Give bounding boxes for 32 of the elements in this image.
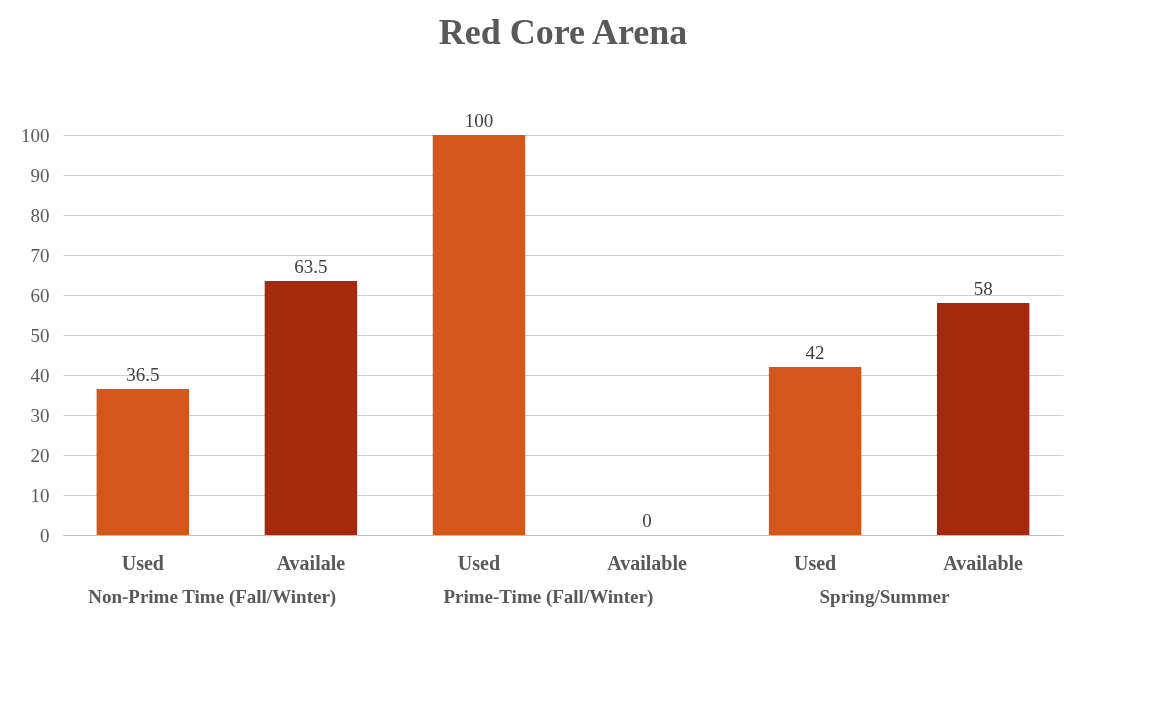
bar bbox=[264, 281, 358, 535]
data-label: 63.5 bbox=[294, 256, 328, 277]
data-label: 100 bbox=[464, 110, 494, 131]
text: Spring/Summer bbox=[819, 586, 950, 607]
x-tick-label: Used bbox=[457, 551, 501, 574]
y-tick-label: 80 bbox=[30, 204, 50, 226]
data-label: 58 bbox=[973, 278, 993, 299]
bar bbox=[96, 389, 190, 535]
data-label: 42 bbox=[805, 342, 825, 363]
data-label: 0 bbox=[642, 510, 652, 531]
x-tick-label: Used bbox=[793, 551, 837, 574]
y-tick-label: 90 bbox=[30, 164, 50, 186]
chart-title: Red Core Arena bbox=[438, 12, 688, 52]
y-tick-label: 60 bbox=[30, 284, 50, 306]
y-tick-label: 70 bbox=[30, 244, 50, 266]
y-tick-label: 40 bbox=[30, 364, 50, 386]
text: Non-Prime Time (Fall/Winter) bbox=[88, 586, 337, 608]
data-label: 36.5 bbox=[126, 364, 160, 385]
y-tick-label: 100 bbox=[21, 124, 50, 146]
bar bbox=[768, 367, 862, 535]
x-tick-label: Available bbox=[607, 551, 687, 574]
x-tick-label: Availale bbox=[276, 551, 346, 574]
x-tick-label: Available bbox=[943, 551, 1024, 574]
y-tick-label: 20 bbox=[30, 444, 50, 466]
y-tick-label: 30 bbox=[30, 404, 50, 426]
y-tick-label: 50 bbox=[30, 324, 50, 346]
bar bbox=[936, 303, 1030, 535]
y-tick-label: 0 bbox=[40, 524, 50, 546]
y-tick-label: 10 bbox=[30, 484, 50, 506]
text: Prime-Time (Fall/Winter) bbox=[443, 586, 654, 608]
bar bbox=[432, 135, 526, 535]
x-tick-label: Used bbox=[121, 551, 164, 574]
